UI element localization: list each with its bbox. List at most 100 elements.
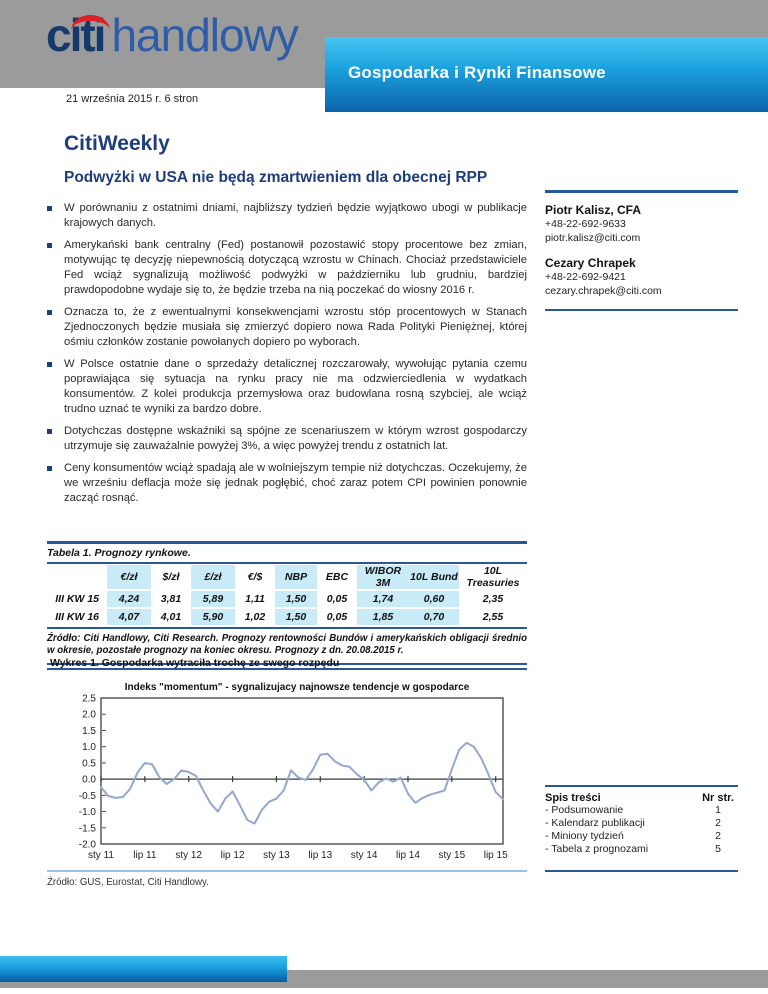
bullet-item: Amerykański bank centralny (Fed) postano… [47,238,527,298]
report-title: CitiWeekly [64,132,170,155]
divider [545,870,738,872]
row-label: III KW 16 [47,607,107,627]
toc-item-page: 2 [715,817,721,829]
bullet-text: W Polsce ostatnie dane o sprzedaży detal… [64,358,527,415]
contact-email: cezary.chrapek@citi.com [545,285,662,297]
column-header: €/zł [107,564,151,591]
forecast-table-caption: Tabela 1. Prognozy rynkowe. [47,547,191,559]
toc-item-label: - Kalendarz publikacji [545,817,645,829]
contact-name: Piotr Kalisz, CFA [545,203,642,217]
column-header: £/zł [191,564,235,591]
divider [47,870,527,872]
contact-name: Cezary Chrapek [545,256,636,270]
table-cell: 5,89 [191,589,235,609]
table-row: III KW 16 4,07 4,01 5,90 1,02 1,50 0,05 1,85 0,7… [47,607,527,627]
table-source-note: Źródło: Citi Handlowy, Citi Research. Pr… [47,632,527,657]
column-header: NBP [275,564,317,591]
toc-header: Spis treści Nr str. [545,792,738,804]
bullet-item: Ceny konsumentów wciąż spadają ale w wol… [47,461,527,506]
section-banner-label: Gospodarka i Rynki Finansowe [348,63,606,82]
table-cell: 2,55 [459,607,527,627]
chart-line [100,741,504,825]
contact-card: Cezary Chrapek +48-22-692-9421 cezary.chra… [545,256,738,298]
date-line: 21 września 2015 r. 6 stron [66,93,199,105]
column-header: EBC [317,564,357,591]
toc: Spis treści Nr str. - Podsumowanie 1- Kal… [545,785,738,872]
summary-bullets: W porównaniu z ostatnimi dniami, najbliż… [47,201,527,506]
table-cell: 1,85 [357,607,409,627]
column-header: €/$ [235,564,275,591]
chart-y-axis-label: 0.0 [82,775,96,786]
chart-x-axis-label: sty 15 [438,850,465,861]
table-cell: 4,07 [107,607,151,627]
contact-phone: +48-22-692-9633 [545,218,626,230]
footer-blue-bar [0,956,287,982]
main-column: CitiWeekly Podwyżki w USA nie będą zmart… [47,123,527,513]
toc-item: - Kalendarz publikacji 2 [545,817,738,830]
table-cell: 1,50 [275,607,317,627]
chart-x-axis-label: lip 15 [484,850,508,861]
citi-red-arc-icon [71,15,110,31]
table-cell: 3,81 [151,589,191,609]
chart-y-axis-label: -1.0 [79,807,97,818]
contact-card: Piotr Kalisz, CFA +48-22-692-9633 piotr.ka… [545,203,738,245]
toc-item: - Miniony tydzień 2 [545,830,738,843]
bullet-marker-icon [47,362,52,367]
chart-source-note: Źródło: GUS, Eurostat, Citi Handlowy. [47,877,209,888]
table-cell: 0,70 [409,607,459,627]
chart-y-axis-label: 0.5 [82,758,96,769]
toc-item-page: 5 [715,843,721,855]
divider [545,190,738,193]
chart-title: Indeks "momentum" - sygnalizujacy najnow… [124,682,470,693]
table-header-row: €/zł $/zł £/zł €/$ NBP EBC WIBOR 3M 10L Bund 10L… [47,564,527,591]
table-cell: 1,50 [275,589,317,609]
report-subtitle: Podwyżki w USA nie będą zmartwieniem dla… [64,169,488,186]
column-header [47,564,107,591]
chart-x-axis-label: sty 11 [88,850,114,861]
divider [545,785,738,787]
contact-email: piotr.kalisz@citi.com [545,232,641,244]
bullet-marker-icon [47,206,52,211]
forecast-table: €/zł $/zł £/zł €/$ NBP EBC WIBOR 3M 10L Bund 10L… [47,564,527,627]
toc-item: - Podsumowanie 1 [545,804,738,817]
table-cell: 0,05 [317,607,357,627]
toc-item: - Tabela z prognozami 5 [545,843,738,856]
chart-x-axis-label: sty 12 [175,850,202,861]
divider [47,562,527,564]
row-label: III KW 15 [47,589,107,609]
table-row: III KW 15 4,24 3,81 5,89 1,11 1,50 0,05 1,74 0,6… [47,589,527,609]
forecast-table-block: Tabela 1. Prognozy rynkowe. €/zł $/zł £/zł… [47,541,527,673]
divider [47,541,527,544]
contacts-sidebar: Piotr Kalisz, CFA +48-22-692-9633 piotr.ka… [545,190,738,311]
table-cell: 1,11 [235,589,275,609]
bullet-item: Dotychczas dostępne wskaźniki są spójne … [47,424,527,454]
chart-x-axis-label: sty 14 [351,850,378,861]
toc-item-label: - Tabela z prognozami [545,843,649,855]
chart-plot-border [100,697,504,845]
table-cell: 1,74 [357,589,409,609]
chart-y-axis-label: -0.5 [79,791,97,802]
column-header: WIBOR 3M [357,564,409,591]
chart-x-axis-label: lip 14 [396,850,420,861]
toc-page-col-header: Nr str. [702,792,734,804]
column-header: 10L Treasuries [459,564,527,591]
bullet-text: Ceny konsumentów wciąż spadają ale w wol… [64,462,527,504]
divider [545,309,738,311]
chart-x-axis-label: sty 13 [263,850,290,861]
chart-caption: Wykres 1. Gospodarka wytraciła trochę ze… [50,657,340,669]
logo-handlowy: handlowy [111,9,298,61]
bullet-item: W Polsce ostatnie dane o sprzedaży detal… [47,357,527,417]
bullet-item: Oznacza to, że z ewentualnymi konsekwenc… [47,305,527,350]
table-cell: 4,24 [107,589,151,609]
chart-y-axis-label: 2.5 [82,694,96,705]
table-cell: 5,90 [191,607,235,627]
citi-handlowy-logo: citi handlowy [46,9,299,68]
table-cell: 0,05 [317,589,357,609]
table-cell: 4,01 [151,607,191,627]
contact-list: Piotr Kalisz, CFA +48-22-692-9633 piotr.ka… [545,203,738,298]
bullet-text: Amerykański bank centralny (Fed) postano… [64,239,527,296]
bullet-marker-icon [47,429,52,434]
chart-y-axis-label: -1.5 [79,823,97,834]
divider [47,667,527,670]
